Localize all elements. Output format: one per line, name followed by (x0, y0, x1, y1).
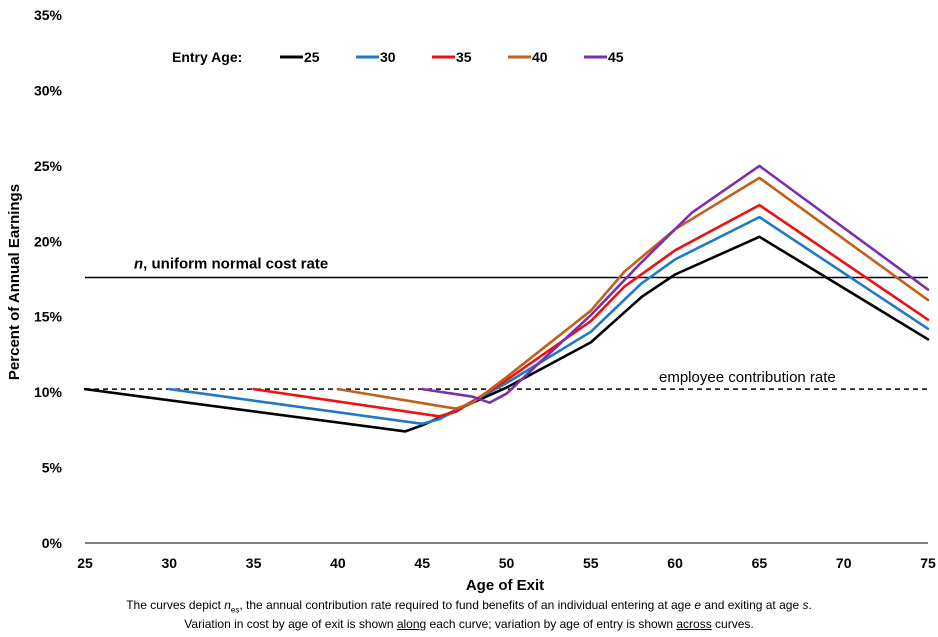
caption-text: and exiting at age (701, 598, 803, 612)
reference-lines: n, uniform normal cost rate employee cont… (85, 255, 928, 390)
y-tick-label: 25% (34, 158, 63, 174)
series-line-40 (336, 176, 930, 411)
x-tick-label: 45 (414, 555, 430, 571)
x-tick-label: 35 (246, 555, 262, 571)
x-tick-label: 50 (499, 555, 515, 571)
x-tick-label: 65 (752, 555, 768, 571)
x-tick-label: 25 (77, 555, 93, 571)
y-tick-label: 10% (34, 384, 63, 400)
caption-text: curves. (711, 617, 754, 632)
caption-across: across (676, 617, 712, 632)
y-tick-label: 20% (34, 233, 63, 249)
y-tick-label: 5% (42, 460, 63, 476)
x-tick-label: 75 (920, 555, 936, 571)
legend-label-35: 35 (456, 49, 472, 65)
caption-text: Variation in cost by age of exit is show… (184, 617, 397, 632)
caption-es-subscript: es (230, 605, 240, 615)
caption-text: . (808, 598, 812, 612)
y-axis-title: Percent of Annual Earnings (6, 184, 23, 380)
caption-s-symbol: s (802, 598, 809, 612)
caption-line-1: The curves depict nes, the annual contri… (0, 598, 938, 617)
series-line-30 (168, 215, 930, 426)
y-axis-ticks: 0% 5% 10% 15% 20% 25% 30% 35% (34, 7, 63, 551)
series-lines (83, 164, 930, 433)
figure-caption: The curves depict nes, the annual contri… (0, 598, 938, 632)
caption-text: The curves depict (126, 598, 225, 612)
legend-label-25: 25 (304, 49, 320, 65)
caption-e-symbol: e (694, 598, 702, 612)
caption-line-2: Variation in cost by age of exit is show… (0, 617, 938, 632)
legend-label-30: 30 (380, 49, 396, 65)
x-axis-title: Age of Exit (466, 577, 544, 594)
caption-text: each curve; variation by age of entry is… (426, 617, 677, 632)
y-tick-label: 0% (42, 535, 63, 551)
x-tick-label: 70 (836, 555, 852, 571)
series-line-35 (252, 203, 930, 418)
employee-contribution-rate-label: employee contribution rate (659, 369, 836, 386)
y-tick-label: 35% (34, 7, 63, 23)
y-tick-label: 30% (34, 82, 63, 98)
x-tick-label: 60 (667, 555, 683, 571)
series-line-45 (420, 164, 930, 405)
x-tick-label: 40 (330, 555, 346, 571)
y-tick-label: 15% (34, 309, 63, 325)
legend: Entry Age: 25 30 35 40 45 (172, 49, 624, 65)
caption-along: along (396, 617, 427, 632)
x-tick-label: 55 (583, 555, 599, 571)
series-line-25 (83, 235, 930, 433)
legend-label-45: 45 (608, 49, 624, 65)
legend-title: Entry Age: (172, 49, 242, 65)
x-axis-ticks: 25 30 35 40 45 50 55 60 65 70 75 (77, 555, 936, 571)
normal-cost-rate-label: n, uniform normal cost rate (134, 255, 328, 272)
caption-n-symbol: n (224, 598, 231, 612)
legend-label-40: 40 (532, 49, 548, 65)
caption-text: , the annual contribution rate required … (239, 598, 695, 612)
chart-canvas: 0% 5% 10% 15% 20% 25% 30% 35% 25 30 35 40 45 50 55 60 6… (6, 7, 936, 594)
x-tick-label: 30 (162, 555, 178, 571)
